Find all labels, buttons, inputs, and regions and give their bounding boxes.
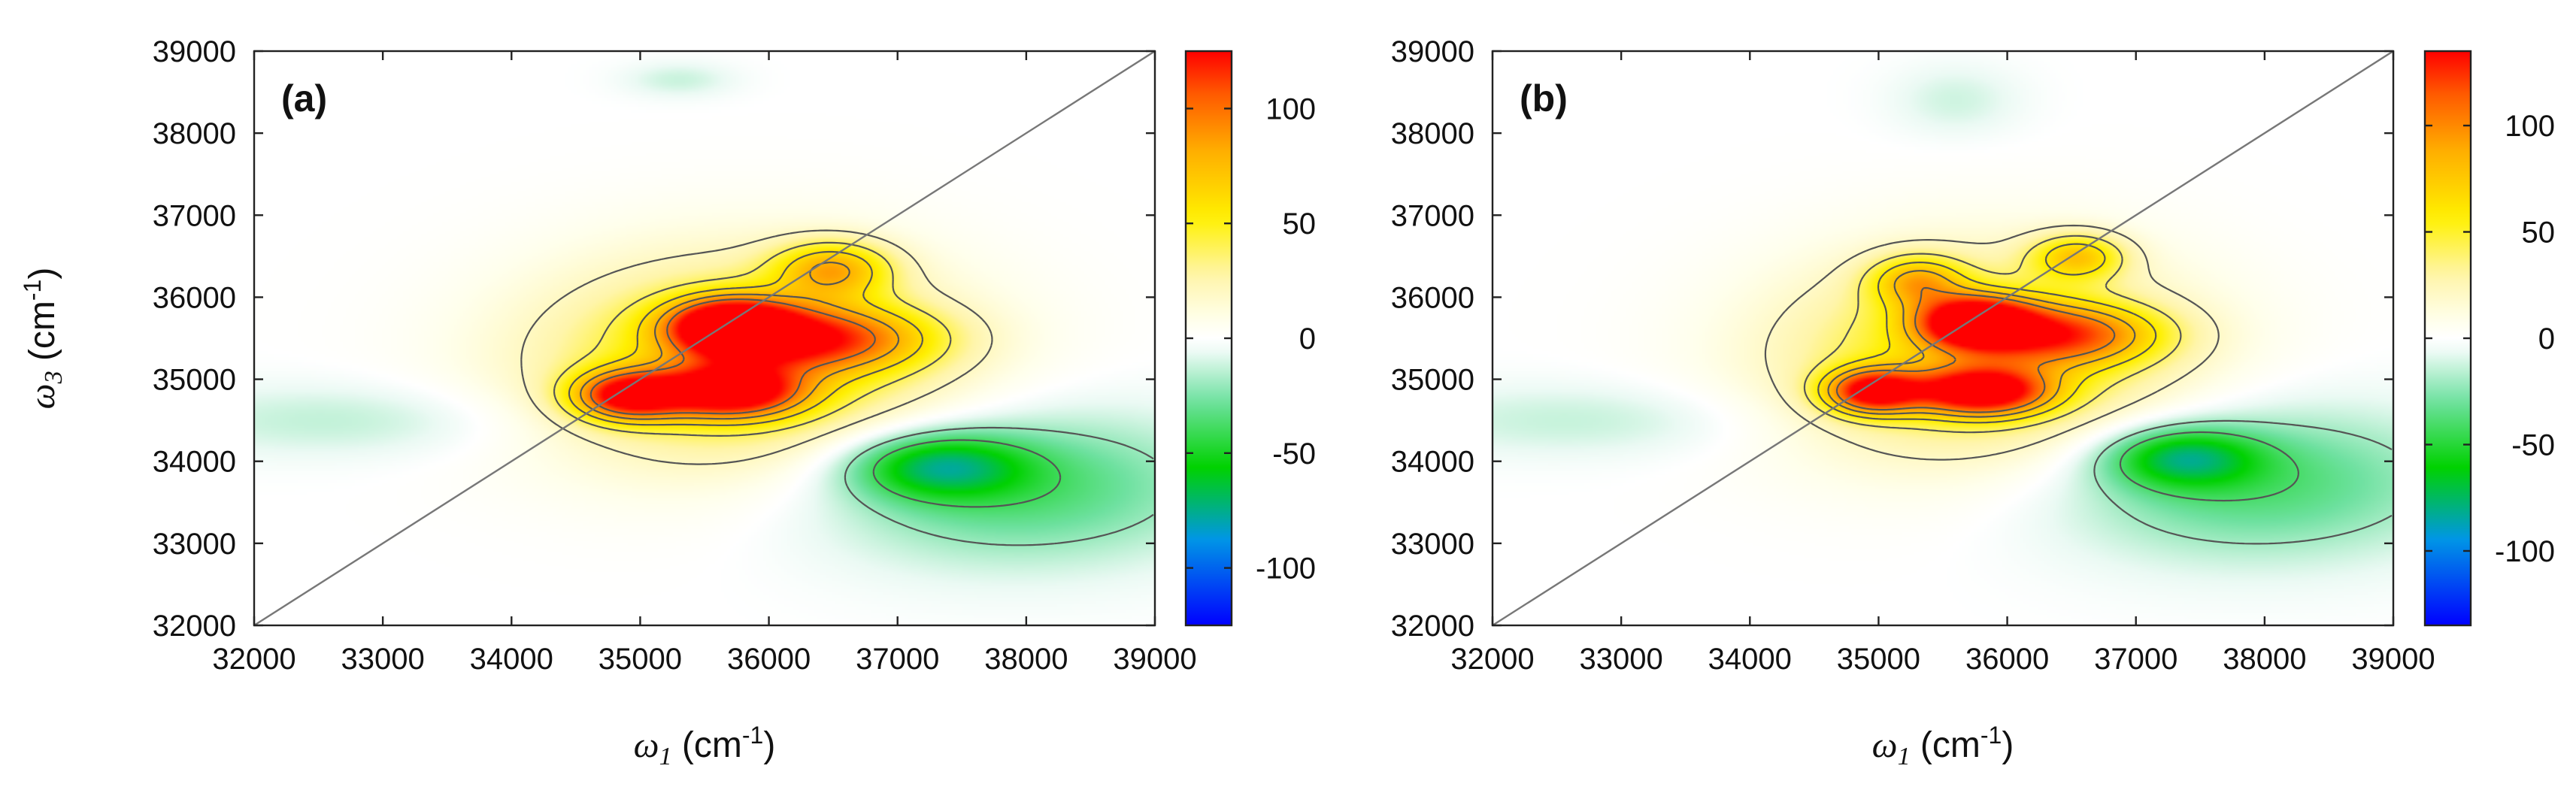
panel-b: 32000 33000 34000 35000 36000 37000 38000 39000… xyxy=(1391,35,2555,770)
x-tick-label: 34000 xyxy=(470,643,553,676)
y-tick-label: 37000 xyxy=(1391,199,1474,232)
contour-lines xyxy=(1764,224,2393,545)
y-tick-label: 35000 xyxy=(1391,364,1474,397)
panel-label: (b) xyxy=(1520,77,1568,120)
x-label-symbol: ω xyxy=(1872,725,1898,765)
contour-level-40 xyxy=(1803,235,2182,434)
colorbar-tick-label: -100 xyxy=(1256,552,1316,586)
x-tick-label: 32000 xyxy=(212,643,295,676)
x-tick-label: 33000 xyxy=(341,643,425,676)
contour-level--40 xyxy=(2119,431,2299,502)
x-tick-label: 35000 xyxy=(1837,643,1920,676)
colorbar-tick-label: 50 xyxy=(2522,216,2556,250)
y-tick-label: 38000 xyxy=(153,117,236,150)
x-tick-label: 39000 xyxy=(2351,643,2435,676)
x-label-subscript: 1 xyxy=(659,743,672,770)
colorbar-tick-label: 0 xyxy=(2538,322,2555,356)
y-tick-label: 35000 xyxy=(153,364,236,397)
y-tick-label: 38000 xyxy=(1391,117,1474,150)
x-label-unit: (cm xyxy=(1911,725,1980,765)
colorbar-tick-label: -50 xyxy=(1272,437,1316,471)
y-label-unit-sup: -1 xyxy=(19,280,46,301)
y-tick-label: 36000 xyxy=(1391,281,1474,314)
x-tick-label: 37000 xyxy=(856,643,939,676)
x-tick-label: 34000 xyxy=(1708,643,1792,676)
y-tick-label: 34000 xyxy=(1391,446,1474,479)
y-label-unit-close: ) xyxy=(23,268,62,280)
contour-level-100 xyxy=(1835,286,2116,413)
colorbar-tick-label: -100 xyxy=(2495,535,2555,568)
y-tick-label: 37000 xyxy=(153,199,236,232)
contour-level--40 xyxy=(872,439,1062,508)
x-tick-label: 39000 xyxy=(1113,643,1196,676)
contour-level-40 xyxy=(553,241,952,437)
x-label-symbol: ω xyxy=(634,725,659,765)
y-label-unit: (cm xyxy=(23,301,62,371)
x-label-unit: (cm xyxy=(672,725,742,765)
y-tick-label: 32000 xyxy=(153,610,236,643)
y-axis-label: ω3 (cm-1) xyxy=(19,268,68,410)
x-tick-label: 38000 xyxy=(2223,643,2306,676)
contour-level-100 xyxy=(589,298,876,416)
x-axis-label: ω1 (cm-1) xyxy=(1872,722,2014,770)
colorbar xyxy=(2423,50,2472,627)
y-tick-label: 33000 xyxy=(153,528,236,561)
x-tick-label: 33000 xyxy=(1580,643,1663,676)
y-tick-label: 39000 xyxy=(153,35,236,68)
x-tick-label: 32000 xyxy=(1450,643,1534,676)
plot-frame xyxy=(1491,50,2395,627)
y-tick-label: 39000 xyxy=(1391,35,1474,68)
x-tick-label: 36000 xyxy=(1965,643,2049,676)
contour-level--20 xyxy=(2093,419,2393,545)
y-label-symbol: ω xyxy=(23,383,62,409)
x-label-subscript: 1 xyxy=(1898,743,1911,770)
contour-level-20 xyxy=(1764,224,2220,461)
contour-level-80 xyxy=(1827,270,2136,418)
plot-frame xyxy=(253,50,1156,627)
y-tick-label: 32000 xyxy=(1391,610,1474,643)
x-label-unit-close: ) xyxy=(763,725,775,765)
colorbar-tick-label: 50 xyxy=(1283,207,1317,241)
x-label-unit-close: ) xyxy=(2002,725,2014,765)
x-tick-label: 37000 xyxy=(2094,643,2177,676)
colorbar-tick-label: 0 xyxy=(1299,322,1316,356)
diagonal-line xyxy=(253,50,1156,627)
contour-level--20 xyxy=(844,426,1154,546)
x-axis-label: ω1 (cm-1) xyxy=(634,722,776,770)
y-tick-label: 36000 xyxy=(153,281,236,314)
x-tick-label: 38000 xyxy=(984,643,1068,676)
x-tick-label: 35000 xyxy=(599,643,682,676)
colorbar xyxy=(1184,50,1233,627)
colorbar-tick-label: 100 xyxy=(2505,110,2555,143)
x-label-unit-sup: -1 xyxy=(1980,722,2002,749)
panel-a: 32000 33000 34000 35000 36000 37000 38000 39000… xyxy=(19,35,1316,770)
colorbar-tick-label: -50 xyxy=(2511,428,2555,462)
x-tick-label: 36000 xyxy=(727,643,811,676)
panel-label: (a) xyxy=(281,77,327,120)
y-tick-label: 33000 xyxy=(1391,528,1474,561)
contour-level-60 xyxy=(1817,243,2157,424)
y-label-subscript: 3 xyxy=(40,371,68,384)
diagonal-line xyxy=(1492,50,2394,627)
contour-level-20 xyxy=(520,229,993,465)
x-label-unit-sup: -1 xyxy=(742,722,763,749)
y-tick-label: 34000 xyxy=(153,446,236,479)
colorbar-tick-label: 100 xyxy=(1265,92,1316,126)
